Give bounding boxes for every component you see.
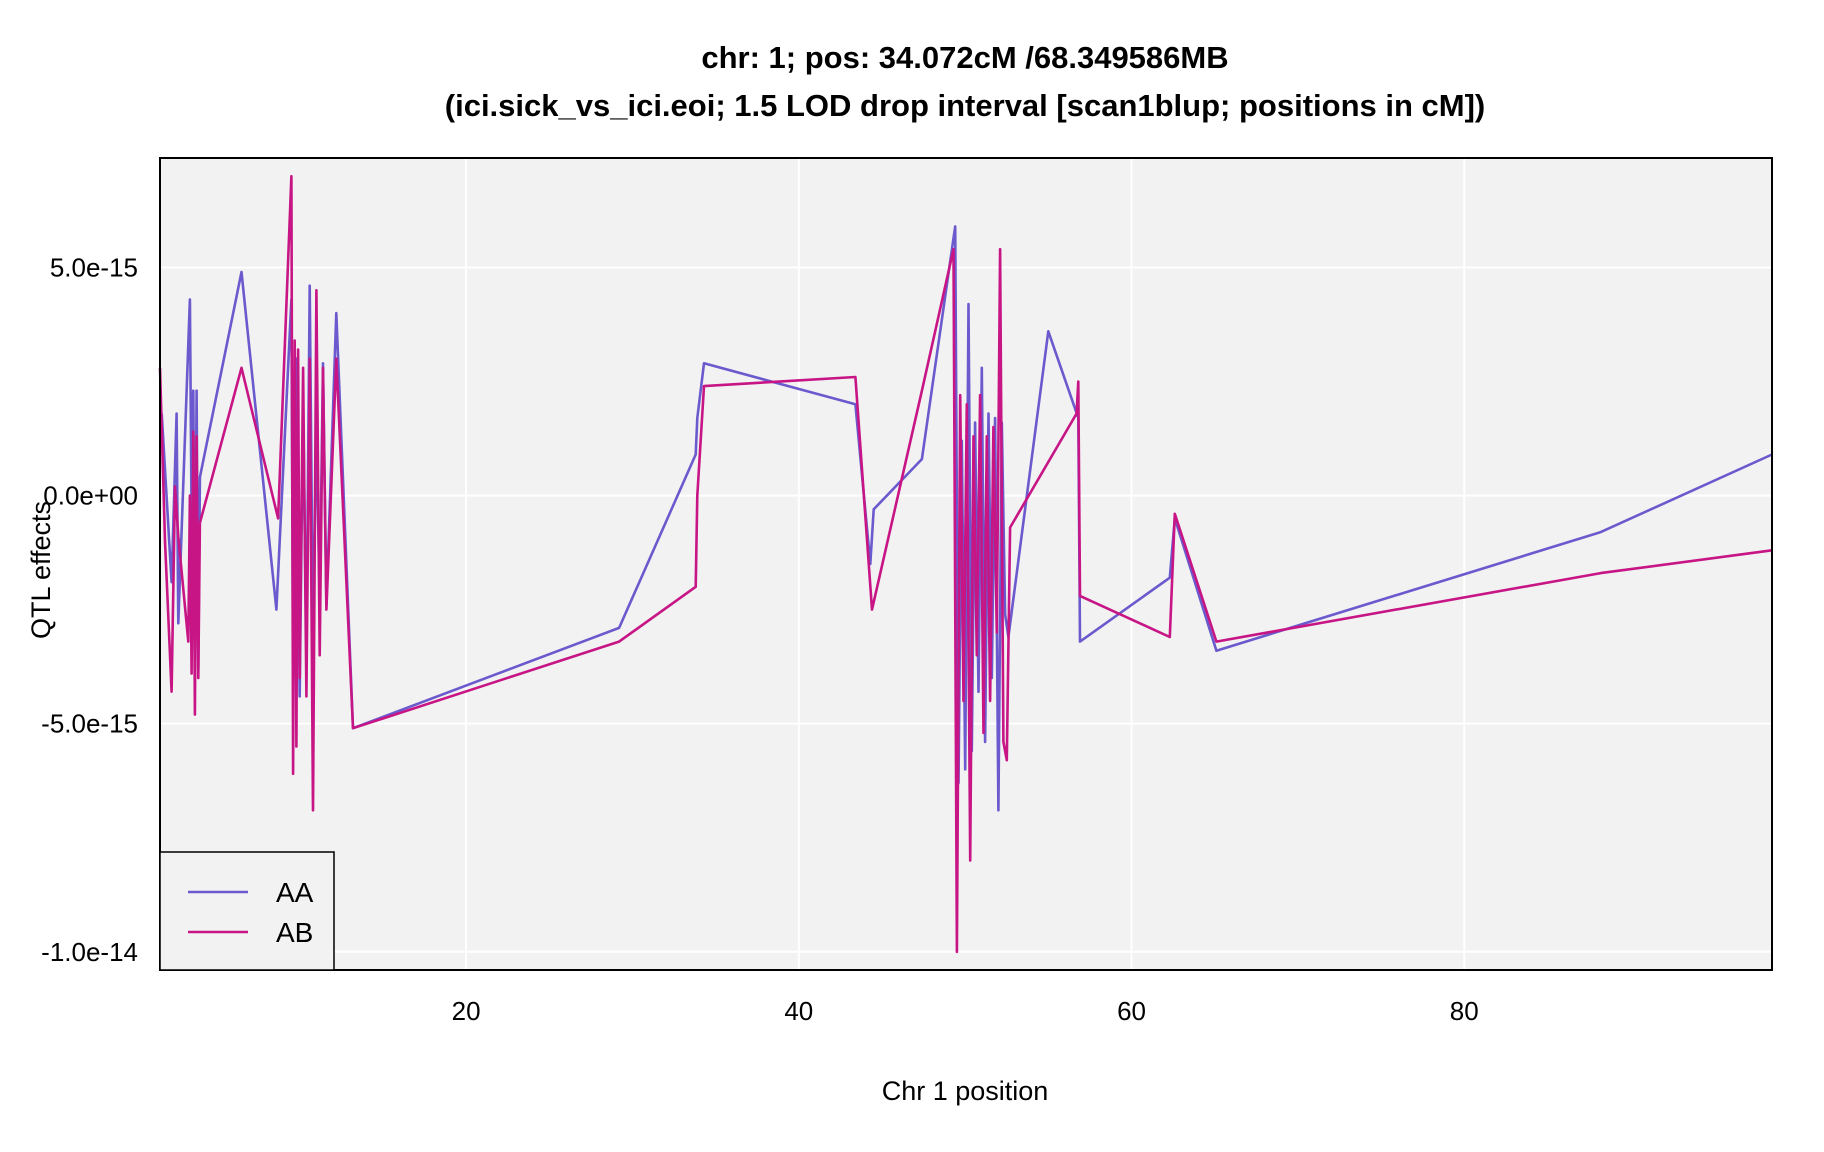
legend-label-AA: AA (276, 877, 314, 908)
legend-box (159, 851, 335, 971)
series-lines (158, 174, 1773, 954)
y-tick-label: -1.0e-14 (41, 937, 138, 967)
y-tick-label: 5.0e-15 (50, 252, 138, 282)
legend: AA AB (159, 851, 335, 971)
x-tick-label: 80 (1450, 996, 1479, 1026)
legend-label-AB: AB (276, 917, 313, 948)
x-tick-label: 60 (1117, 996, 1146, 1026)
y-tick-label: 0.0e+00 (43, 481, 138, 511)
chart-subtitle: (ici.sick_vs_ici.eoi; 1.5 LOD drop inter… (445, 88, 1485, 123)
series-line-AB (158, 174, 1773, 954)
y-axis-ticks: 5.0e-15 0.0e+00 -5.0e-15 -1.0e-14 (41, 252, 138, 966)
chart-title: chr: 1; pos: 34.072cM /68.349586MB (701, 40, 1228, 75)
x-tick-label: 20 (452, 996, 481, 1026)
y-tick-label: -5.0e-15 (41, 709, 138, 739)
y-axis-label: QTL effects (26, 501, 56, 639)
x-tick-label: 40 (784, 996, 813, 1026)
plot-frame (159, 157, 1773, 971)
x-axis-ticks: 20 40 60 80 (452, 996, 1479, 1026)
x-axis-label: Chr 1 position (882, 1076, 1049, 1106)
